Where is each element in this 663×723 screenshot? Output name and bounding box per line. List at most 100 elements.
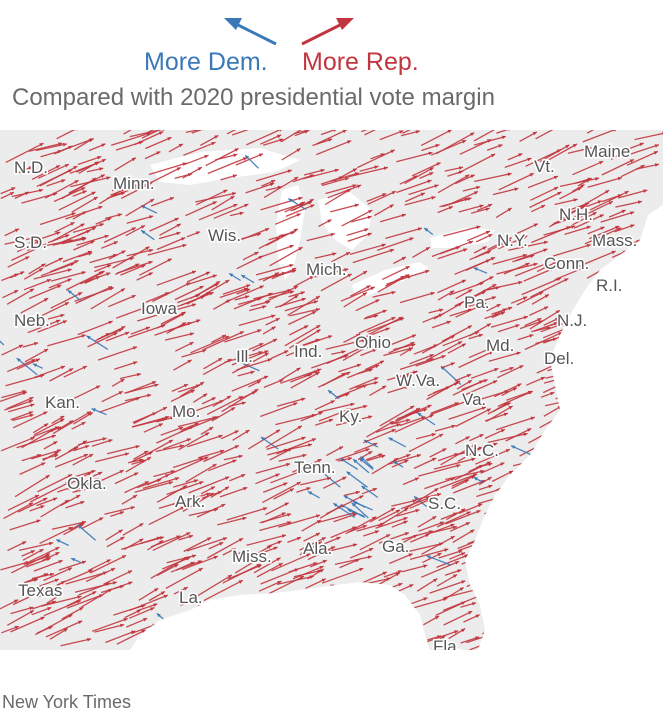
rep-shift-arrow [325, 338, 366, 350]
rep-shift-arrow [400, 130, 420, 137]
rep-shift-arrow [316, 130, 347, 145]
rep-shift-arrow [33, 268, 72, 280]
rep-shift-arrow [475, 448, 511, 465]
rep-shift-arrow [284, 324, 321, 347]
rep-shift-arrow [77, 471, 103, 484]
state-label: Ala. [303, 539, 332, 558]
rep-shift-arrow [29, 481, 70, 503]
rep-shift-arrow [464, 380, 498, 396]
rep-shift-arrow [174, 173, 193, 180]
rep-shift-arrow [478, 476, 492, 486]
dem-shift-arrow [140, 229, 155, 241]
rep-shift-arrow [232, 429, 250, 441]
rep-shift-arrow [624, 142, 644, 152]
rep-shift-arrow [156, 563, 179, 577]
rep-shift-arrow [519, 320, 544, 330]
rep-shift-arrow [203, 579, 244, 602]
rep-shift-arrow [148, 162, 187, 176]
rep-shift-arrow [265, 502, 289, 516]
rep-shift-arrow [28, 231, 61, 244]
rep-shift-arrow [393, 256, 407, 265]
rep-shift-arrow [105, 630, 136, 644]
rep-shift-arrow [6, 609, 35, 626]
rep-shift-arrow [320, 176, 344, 185]
rep-shift-arrow [180, 291, 214, 306]
state-label: Mass. [592, 231, 637, 250]
rep-shift-arrow [40, 262, 75, 277]
rep-shift-arrow [365, 453, 383, 461]
rep-shift-arrow [96, 332, 110, 341]
rep-shift-arrow [601, 194, 623, 203]
rep-shift-arrow [179, 381, 205, 398]
rep-shift-arrow [152, 282, 191, 303]
rep-shift-arrow [287, 536, 302, 544]
rep-shift-arrow [6, 288, 35, 305]
rep-shift-arrow [626, 150, 659, 166]
rep-shift-arrow [173, 359, 192, 371]
rep-shift-arrow [383, 570, 403, 578]
rep-shift-arrow [279, 294, 299, 308]
rep-shift-arrow [28, 142, 63, 152]
rep-shift-arrow [363, 530, 380, 537]
rep-shift-arrow [73, 411, 94, 425]
dem-shift-arrow [327, 389, 340, 400]
rep-shift-arrow [31, 449, 62, 460]
rep-shift-arrow [449, 521, 471, 532]
rep-shift-arrow [5, 374, 45, 387]
rep-shift-arrow [205, 147, 239, 167]
rep-shift-arrow [170, 561, 195, 573]
rep-shift-arrow [245, 182, 275, 194]
rep-shift-arrow [375, 423, 401, 433]
rep-shift-arrow [367, 317, 405, 333]
state-label: Md. [486, 336, 514, 355]
state-label: R.I. [596, 276, 622, 295]
rep-shift-arrow [211, 195, 235, 211]
rep-shift-arrow [547, 143, 578, 161]
rep-shift-arrow [475, 233, 493, 243]
rep-shift-arrow [484, 412, 509, 422]
dem-shift-arrow [0, 334, 5, 346]
rep-shift-arrow [100, 469, 124, 482]
rep-shift-arrow [460, 636, 480, 644]
rep-shift-arrow [458, 503, 483, 515]
rep-shift-arrow [325, 184, 357, 195]
rep-shift-arrow [261, 512, 286, 524]
rep-shift-arrow [156, 484, 188, 503]
rep-shift-arrow [339, 558, 360, 569]
rep-shift-arrow [263, 138, 284, 146]
rep-shift-arrow [20, 297, 49, 314]
rep-shift-arrow [433, 457, 476, 470]
rep-shift-arrow [348, 166, 389, 178]
rep-shift-arrow [423, 615, 440, 626]
rep-shift-arrow [421, 535, 456, 555]
rep-shift-arrow [39, 526, 73, 544]
rep-shift-arrow [389, 553, 413, 565]
rep-shift-arrow [238, 314, 276, 327]
rep-shift-arrow [293, 569, 322, 578]
rep-shift-arrow [260, 134, 282, 145]
rep-shift-arrow [236, 255, 263, 270]
rep-shift-arrow [391, 418, 411, 425]
rep-shift-arrow [468, 333, 483, 340]
dem-shift-arrow [361, 485, 379, 499]
rep-shift-arrow [521, 277, 562, 296]
rep-shift-arrow [240, 546, 278, 562]
rep-shift-arrow [456, 379, 473, 390]
rep-shift-arrow [458, 350, 494, 369]
rep-shift-arrow [582, 130, 618, 143]
rep-shift-arrow [47, 234, 70, 244]
rep-shift-arrow [316, 140, 352, 156]
rep-shift-arrow [376, 237, 414, 252]
rep-shift-arrow [312, 138, 333, 147]
rep-shift-arrow [271, 553, 311, 572]
rep-shift-arrow [587, 226, 605, 235]
state-label: Maine [584, 142, 630, 161]
state-label: Del. [544, 349, 574, 368]
rep-shift-arrow [535, 130, 567, 140]
rep-shift-arrow [284, 300, 319, 312]
rep-shift-arrow [72, 487, 92, 493]
rep-shift-arrow [345, 516, 377, 535]
rep-shift-arrow [201, 396, 216, 405]
rep-shift-arrow [143, 291, 170, 304]
rep-shift-arrow [540, 391, 555, 398]
